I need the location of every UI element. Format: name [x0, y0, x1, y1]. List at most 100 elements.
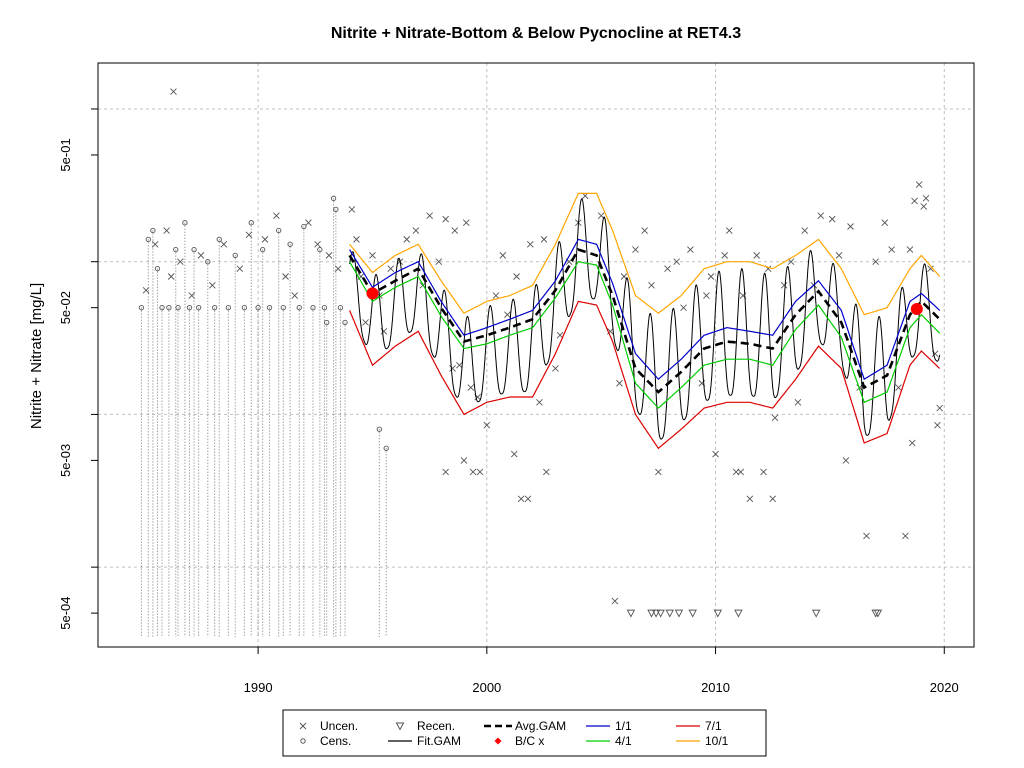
uncensored-point	[142, 286, 150, 294]
censored-point	[175, 305, 181, 311]
legend-label: Avg.GAM	[515, 719, 566, 733]
y-tick-label: 5e-01	[58, 138, 73, 171]
uncensored-stroke	[167, 273, 175, 280]
uncensored-stroke	[934, 421, 941, 429]
censored-point	[205, 259, 211, 265]
legend-item: 4/1	[586, 734, 632, 748]
uncensored-point	[325, 252, 333, 259]
uncensored-point	[847, 223, 854, 230]
uncensored-stroke	[291, 292, 299, 299]
uncensored-stroke	[771, 414, 779, 422]
uncensored-point	[655, 468, 662, 476]
grid	[98, 63, 974, 647]
censored-point	[330, 195, 337, 201]
bc-point	[910, 303, 923, 316]
uncensored-stroke	[911, 197, 918, 205]
uncensored-point	[902, 532, 909, 540]
uncensored-stroke	[801, 227, 809, 234]
uncensored-stroke	[902, 532, 909, 540]
uncensored-point	[177, 258, 184, 266]
uncensored-point	[746, 495, 754, 503]
uncensored-stroke	[456, 361, 463, 369]
uncensored-stroke	[305, 219, 312, 227]
recensored-point	[734, 609, 743, 618]
censored-point	[337, 305, 344, 311]
legend-item: Avg.GAM	[484, 719, 566, 733]
legend-label: 4/1	[615, 734, 632, 748]
legend-symbol	[299, 722, 307, 730]
uncensored-point	[801, 227, 809, 234]
uncensored-point	[648, 282, 655, 289]
uncensored-stroke	[828, 215, 836, 223]
uncensored-point	[753, 252, 761, 259]
censored-point	[383, 445, 389, 451]
uncensored-stroke	[931, 350, 939, 357]
censored-point	[296, 305, 302, 311]
uncensored-stroke	[540, 236, 548, 243]
legend-label: 7/1	[705, 719, 722, 733]
uncensored-stroke	[787, 258, 795, 266]
uncensored-stroke	[915, 181, 923, 188]
uncensored-point	[467, 384, 475, 391]
uncensored-stroke	[760, 468, 767, 476]
uncensored-stroke	[817, 212, 825, 220]
uncensored-stroke	[922, 195, 930, 202]
uncensored-point	[197, 252, 205, 259]
uncensored-point	[842, 457, 850, 464]
uncensored-point	[167, 273, 175, 280]
uncensored-stroke	[725, 227, 733, 234]
legend-symbol	[494, 737, 502, 745]
uncensored-stroke	[197, 252, 205, 259]
recensored-point	[713, 609, 723, 618]
chart-title: Nitrite + Nitrate-Bottom & Below Pycnocl…	[331, 25, 741, 42]
recensored-point	[873, 609, 883, 618]
uncensored-point	[760, 468, 767, 476]
legend-box	[282, 709, 767, 757]
legend-item: 10/1	[676, 734, 729, 748]
uncensored-point	[449, 365, 456, 372]
uncensored-point	[712, 450, 719, 458]
uncensored-stroke	[467, 384, 475, 391]
uncensored-stroke	[906, 246, 914, 253]
uncensored-stroke	[794, 399, 802, 406]
uncensored-point	[188, 292, 196, 299]
uncensored-point	[362, 319, 369, 326]
y-axis: 5e-04 5e-03 5e-02 5e-01	[58, 108, 98, 630]
censored-point	[317, 246, 323, 253]
uncensored-point	[920, 203, 927, 210]
censored-point	[154, 266, 161, 272]
uncensored-stroke	[536, 399, 543, 406]
uncensored-point	[435, 258, 443, 266]
legend-label: Fit.GAM	[417, 734, 461, 748]
plot-frame	[97, 62, 975, 648]
uncensored-stroke	[334, 265, 342, 273]
uncensored-stroke	[499, 252, 507, 259]
uncensored-point	[369, 252, 376, 259]
uncensored-stroke	[746, 495, 754, 503]
uncensored-point	[334, 265, 342, 273]
censored-point	[225, 305, 232, 311]
uncensored-stroke	[469, 468, 477, 476]
recensored-point	[811, 609, 821, 618]
y-tick-label: 5e-02	[58, 291, 73, 324]
uncensored-stroke	[449, 365, 456, 372]
series-10-1-line	[349, 192, 941, 316]
uncensored-point	[707, 273, 715, 280]
uncensored-point	[725, 227, 733, 234]
uncensored-point	[927, 265, 934, 273]
uncensored-point	[462, 219, 470, 227]
uncensored-stroke	[542, 468, 550, 476]
recensored-point	[674, 609, 684, 618]
uncensored-stroke	[462, 219, 470, 227]
uncensored-stroke	[517, 495, 525, 503]
uncensored-stroke	[526, 240, 534, 248]
uncensored-point	[687, 246, 694, 253]
uncensored-stroke	[492, 292, 500, 299]
uncensored-point	[769, 495, 777, 503]
uncensored-point	[456, 361, 463, 369]
censored-point	[173, 246, 179, 253]
recensored-point	[651, 609, 661, 618]
uncensored-stroke	[220, 240, 228, 248]
